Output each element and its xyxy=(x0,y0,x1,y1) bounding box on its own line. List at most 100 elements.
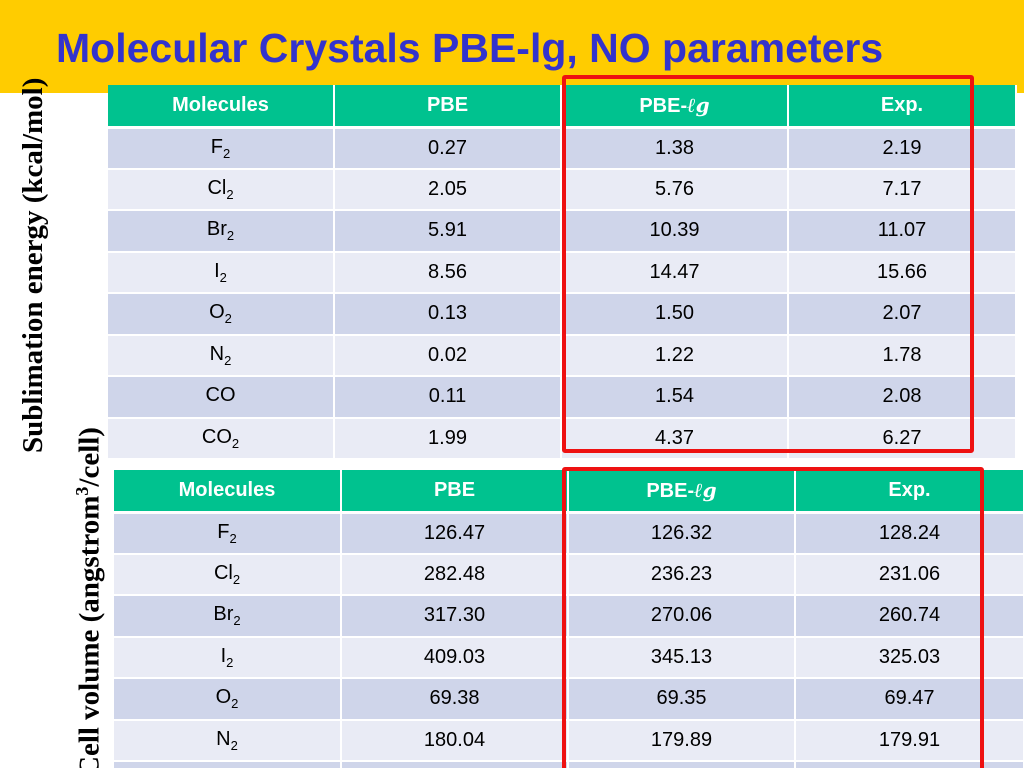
sublimation-energy-axis-label: Sublimation energy (kcal/mol) xyxy=(16,23,50,453)
molecule-cell: CO2 xyxy=(108,417,335,460)
pbe-cell: 282.48 xyxy=(341,553,569,596)
pbelg-cell: 14.47 xyxy=(561,251,789,294)
exp-cell: 6.27 xyxy=(788,417,1017,460)
table-row: Cl2 282.48 236.23 231.06 xyxy=(114,553,1024,596)
pbe-cell: 8.56 xyxy=(334,251,562,294)
exp-cell: 15.66 xyxy=(788,251,1017,294)
molecule-cell: Br2 xyxy=(108,210,335,253)
table-row: F2 126.47 126.32 128.24 xyxy=(114,512,1024,555)
table-row: I2 409.03 345.13 325.03 xyxy=(114,636,1024,679)
exp-cell: 179.91 xyxy=(795,719,1024,762)
molecule-subscript: 2 xyxy=(226,228,235,244)
pbelg-cell: 1.50 xyxy=(561,293,789,336)
table-row: I2 8.56 14.47 15.66 xyxy=(108,251,1017,294)
molecule-subscript: 2 xyxy=(226,654,234,670)
pbe-cell: 0.27 xyxy=(334,127,562,170)
table-row: F2 0.27 1.38 2.19 xyxy=(108,127,1017,170)
pbe-cell: 126.47 xyxy=(341,512,569,555)
header-molecules: Molecules xyxy=(108,85,335,129)
pbe-cell xyxy=(341,761,569,768)
pbe-cell: 69.38 xyxy=(341,678,569,721)
molecule-formula: Br xyxy=(206,218,227,241)
pbe-cell: 2.05 xyxy=(334,168,562,211)
slide-title: Molecular Crystals PBE-lg, NO parameters xyxy=(56,25,884,71)
molecule-subscript: 2 xyxy=(224,311,232,327)
pbelg-cell: 270.06 xyxy=(568,595,796,638)
molecule-formula: O xyxy=(209,301,225,324)
molecule-cell: F2 xyxy=(108,127,335,170)
molecule-cell: O2 xyxy=(108,293,335,336)
cell-volume-label-prefix: Cell volume (angstrom xyxy=(73,495,106,768)
molecule-subscript: 2 xyxy=(232,571,241,587)
molecule-formula: F xyxy=(217,520,230,543)
molecule-cell: N2 xyxy=(108,334,335,377)
pbe-cell: 1.99 xyxy=(334,417,562,460)
exp-cell: 2.07 xyxy=(788,293,1017,336)
pbelg-cell: 1.54 xyxy=(561,376,789,419)
molecule-formula: I xyxy=(220,644,227,667)
molecule-formula: I xyxy=(214,259,220,282)
molecule-cell: F2 xyxy=(114,512,342,555)
pbelg-cell: 10.39 xyxy=(561,210,789,253)
header-molecules: Molecules xyxy=(114,470,342,514)
table-row: Br2 5.91 10.39 11.07 xyxy=(108,210,1017,253)
exp-cell: 325.03 xyxy=(795,636,1024,679)
molecule-subscript: 2 xyxy=(219,269,227,285)
molecule-subscript: 2 xyxy=(231,435,240,451)
molecule-subscript: 2 xyxy=(230,737,238,753)
molecule-subscript: 2 xyxy=(222,145,231,161)
table-row xyxy=(114,761,1024,768)
header-pbelg-italic: ℓg xyxy=(694,477,717,502)
table-row: O2 0.13 1.50 2.07 xyxy=(108,293,1017,336)
molecule-cell: O2 xyxy=(114,678,342,721)
header-pbelg-prefix: PBE- xyxy=(646,479,695,502)
molecule-formula: N xyxy=(209,342,225,365)
sublimation-energy-label-text: Sublimation energy (kcal/mol) xyxy=(17,77,49,453)
molecule-cell: CO xyxy=(108,376,335,419)
molecule-cell: I2 xyxy=(108,251,335,294)
exp-cell xyxy=(795,761,1024,768)
table-row: N2 180.04 179.89 179.91 xyxy=(114,719,1024,762)
table-row: N2 0.02 1.22 1.78 xyxy=(108,334,1017,377)
cell-volume-label-superscript: 3 xyxy=(72,486,92,496)
header-pbelg-italic: ℓg xyxy=(687,92,710,117)
header-pbelg: PBE-ℓg xyxy=(561,85,789,129)
pbelg-cell: 345.13 xyxy=(568,636,796,679)
molecule-formula: Br xyxy=(213,603,234,626)
exp-cell: 69.47 xyxy=(795,678,1024,721)
pbelg-cell: 69.35 xyxy=(568,678,796,721)
exp-cell: 260.74 xyxy=(795,595,1024,638)
header-exp: Exp. xyxy=(795,470,1024,514)
exp-cell: 128.24 xyxy=(795,512,1024,555)
molecule-cell: Br2 xyxy=(114,595,342,638)
pbe-cell: 0.02 xyxy=(334,334,562,377)
pbe-cell: 0.11 xyxy=(334,376,562,419)
pbelg-cell: 1.38 xyxy=(561,127,789,170)
molecule-cell: I2 xyxy=(114,636,342,679)
molecule-subscript: 2 xyxy=(224,352,232,368)
pbelg-cell xyxy=(568,761,796,768)
pbelg-cell: 236.23 xyxy=(568,553,796,596)
molecule-cell: Cl2 xyxy=(108,168,335,211)
exp-cell: 1.78 xyxy=(788,334,1017,377)
exp-cell: 11.07 xyxy=(788,210,1017,253)
molecule-subscript: 2 xyxy=(229,530,237,546)
molecule-formula: CO xyxy=(205,384,236,407)
molecule-formula: N xyxy=(216,727,231,750)
table-row: Br2 317.30 270.06 260.74 xyxy=(114,595,1024,638)
pbelg-cell: 1.22 xyxy=(561,334,789,377)
table-row: CO 0.11 1.54 2.08 xyxy=(108,376,1017,419)
molecule-formula: Cl xyxy=(207,176,227,199)
pbelg-cell: 5.76 xyxy=(561,168,789,211)
cell-volume-axis-label: Cell volume (angstrom3/cell) xyxy=(65,333,106,768)
exp-cell: 7.17 xyxy=(788,168,1017,211)
exp-cell: 2.19 xyxy=(788,127,1017,170)
pbe-cell: 180.04 xyxy=(341,719,569,762)
table-header-row: Molecules PBE PBE-ℓg Exp. xyxy=(114,470,1024,514)
pbe-cell: 5.91 xyxy=(334,210,562,253)
table-row: CO2 1.99 4.37 6.27 xyxy=(108,417,1017,460)
table-row: Cl2 2.05 5.76 7.17 xyxy=(108,168,1017,211)
cell-volume-label-suffix: /cell) xyxy=(73,427,106,487)
pbelg-cell: 4.37 xyxy=(561,417,789,460)
cell-volume-table: Molecules PBE PBE-ℓg Exp. F2 126.47 126.32… xyxy=(114,470,1024,768)
